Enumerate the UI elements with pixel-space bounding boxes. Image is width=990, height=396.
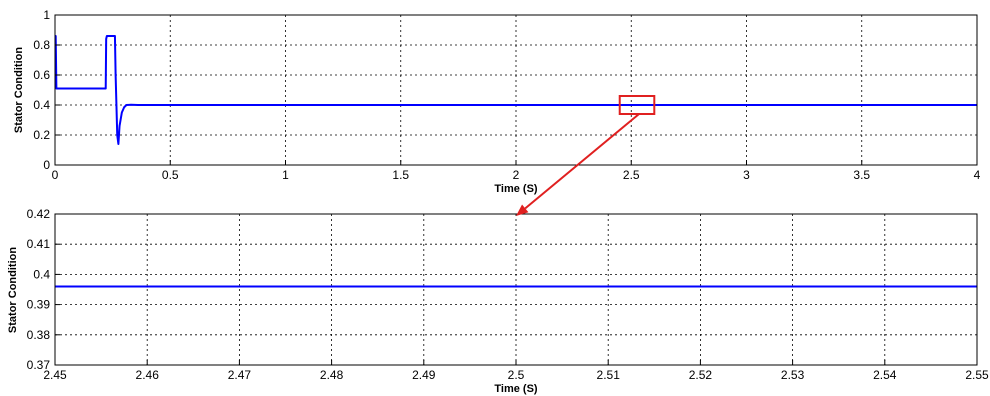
bottom-y-tick-label: 0.39 <box>27 298 51 312</box>
bottom-x-tick-label: 2.46 <box>136 368 160 382</box>
top-x-ticks: 0 0.5 1 1.5 2 2.5 3 3.5 4 <box>52 160 981 182</box>
top-series <box>54 35 977 145</box>
top-x-tick-label: 4 <box>974 168 981 182</box>
top-x-tick-label: 1 <box>282 168 289 182</box>
zoom-arrow-head <box>516 204 529 216</box>
top-x-tick-label: 0 <box>52 168 59 182</box>
bottom-x-tick-label: 2.49 <box>412 368 436 382</box>
bottom-x-tick-label: 2.52 <box>689 368 713 382</box>
bottom-y-tick-label: 0.42 <box>27 207 51 221</box>
top-y-tick-label: 0.4 <box>33 98 50 112</box>
bottom-chart: 2.45 2.46 2.47 2.48 2.49 2.5 2.51 2.52 2.53 2.54 2… <box>7 207 989 395</box>
bottom-y-ticks: 0.37 0.38 0.39 0.4 0.41 0.42 <box>27 207 60 372</box>
bottom-grid <box>55 214 977 365</box>
bottom-x-tick-label: 2.45 <box>43 368 67 382</box>
bottom-x-tick-label: 2.48 <box>320 368 344 382</box>
top-x-tick-label: 2.5 <box>623 168 640 182</box>
top-x-axis-label: Time (S) <box>494 183 538 195</box>
top-x-tick-label: 2 <box>513 168 520 182</box>
top-y-tick-label: 1 <box>43 8 50 22</box>
top-x-tick-label: 3.5 <box>853 168 870 182</box>
top-x-tick-label: 1.5 <box>392 168 409 182</box>
bottom-y-axis-label: Stator Condition <box>7 247 19 333</box>
bottom-y-tick-label: 0.4 <box>33 267 50 281</box>
top-series-line <box>54 35 977 145</box>
bottom-x-ticks: 2.45 2.46 2.47 2.48 2.49 2.5 2.51 2.52 2.53 2.54 2… <box>43 360 989 382</box>
top-y-tick-label: 0.2 <box>33 128 50 142</box>
top-y-axis-label: Stator Condition <box>13 47 25 133</box>
top-chart: 0 0.5 1 1.5 2 2.5 3 3.5 4 0 0.2 0.4 0.6 0.8 1 Time (S… <box>13 8 981 195</box>
bottom-y-tick-label: 0.38 <box>27 328 51 342</box>
bottom-x-tick-label: 2.55 <box>965 368 989 382</box>
bottom-x-axis-label: Time (S) <box>494 383 538 395</box>
zoom-arrow-line <box>524 113 640 210</box>
top-y-tick-label: 0.6 <box>33 68 50 82</box>
top-x-tick-label: 3 <box>743 168 750 182</box>
zoom-arrow <box>516 113 640 216</box>
bottom-x-tick-label: 2.5 <box>508 368 525 382</box>
bottom-y-tick-label: 0.37 <box>27 358 51 372</box>
bottom-x-tick-label: 2.51 <box>597 368 621 382</box>
bottom-x-tick-label: 2.54 <box>873 368 897 382</box>
top-y-tick-label: 0.8 <box>33 38 50 52</box>
zoom-box <box>618 95 656 115</box>
bottom-x-tick-label: 2.53 <box>781 368 805 382</box>
bottom-x-tick-label: 2.47 <box>228 368 252 382</box>
bottom-y-tick-label: 0.41 <box>27 237 51 251</box>
top-x-tick-label: 0.5 <box>162 168 179 182</box>
top-y-ticks: 0 0.2 0.4 0.6 0.8 1 <box>33 8 60 172</box>
top-y-tick-label: 0 <box>43 158 50 172</box>
